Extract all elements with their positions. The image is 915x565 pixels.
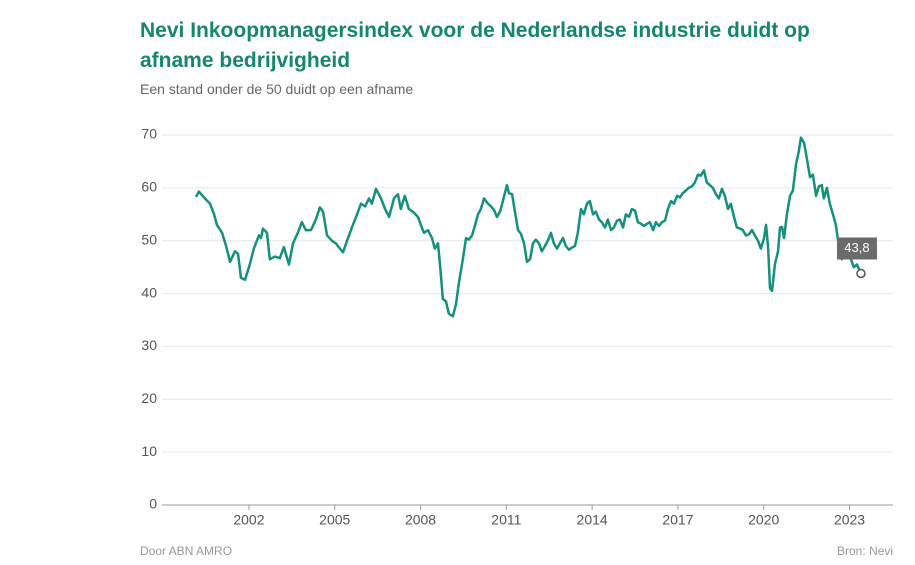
x-tick-label: 2020 (748, 512, 779, 528)
x-tick-label: 2014 (577, 512, 608, 528)
y-tick-label: 0 (149, 496, 157, 512)
y-tick-label: 70 (141, 126, 157, 142)
x-tick-label: 2008 (405, 512, 436, 528)
y-tick-label: 30 (141, 337, 157, 353)
chart-title: Nevi Inkoopmanagersindex voor de Nederla… (140, 19, 810, 72)
x-tick-label: 2002 (233, 512, 264, 528)
y-tick-label: 60 (141, 179, 157, 195)
x-tick-label: 2023 (834, 512, 865, 528)
chart-subtitle: Een stand onder de 50 duidt op een afnam… (140, 81, 414, 97)
x-tick-label: 2005 (319, 512, 350, 528)
y-tick-label: 20 (141, 390, 157, 406)
y-tick-label: 50 (141, 231, 157, 247)
credit: Door ABN AMRO (140, 544, 233, 558)
source: Bron: Nevi (836, 544, 893, 558)
annotation-box (836, 237, 877, 260)
x-tick-label: 2017 (662, 512, 693, 528)
annotation-label: 43,8 (844, 240, 869, 255)
chart: 0 10 20 30 40 50 60 70 2002 2005 2008 2011 2014 2017 2… (141, 126, 893, 528)
series-line (194, 136, 863, 318)
annotation-point (856, 268, 866, 279)
y-tick-label: 40 (141, 284, 157, 300)
y-tick-label: 10 (141, 443, 157, 459)
x-tick-label: 2011 (491, 512, 521, 528)
